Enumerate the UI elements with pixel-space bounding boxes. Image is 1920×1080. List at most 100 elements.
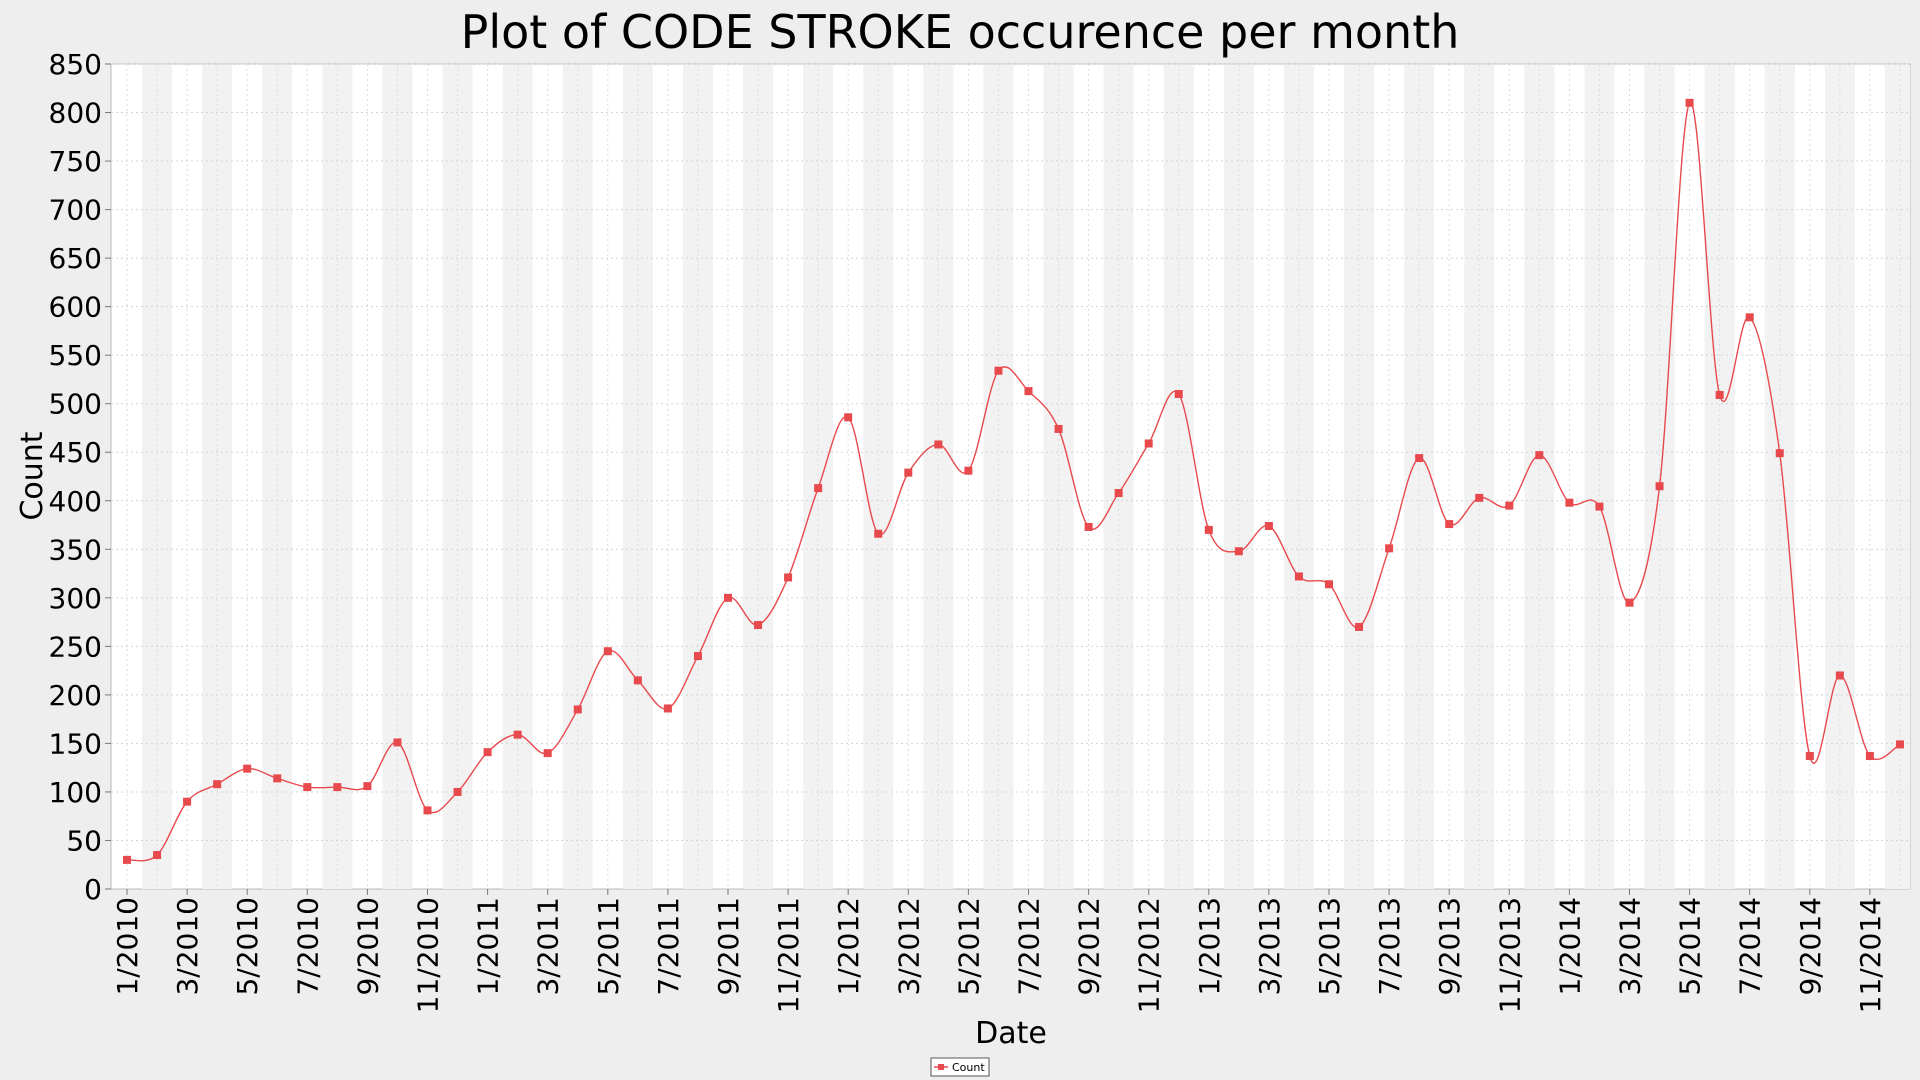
month-band xyxy=(502,65,533,889)
month-band xyxy=(1884,65,1910,889)
legend-marker xyxy=(938,1064,944,1070)
data-point xyxy=(1715,390,1724,399)
data-point xyxy=(1595,502,1604,511)
data-point xyxy=(1775,449,1784,458)
data-point xyxy=(333,783,342,792)
x-tick-label: 5/2013 xyxy=(1313,897,1346,996)
x-tick-label: 5/2011 xyxy=(592,897,625,996)
data-point xyxy=(513,730,522,739)
legend-box xyxy=(930,1057,990,1077)
data-point xyxy=(1234,547,1243,556)
month-band xyxy=(682,65,713,889)
data-point xyxy=(423,806,432,815)
x-tick-label: 11/2013 xyxy=(1493,897,1526,1013)
data-point xyxy=(1174,390,1183,398)
month-band xyxy=(262,65,293,889)
data-point xyxy=(874,529,883,538)
data-point xyxy=(573,705,582,714)
y-tick-label: 100 xyxy=(49,776,102,809)
data-point xyxy=(1625,598,1634,607)
x-tick-label: 1/2011 xyxy=(472,897,505,996)
x-tick-label: 9/2011 xyxy=(712,897,745,996)
month-band xyxy=(622,65,653,889)
x-tick-label: 1/2013 xyxy=(1193,897,1226,996)
month-band xyxy=(1043,65,1074,889)
x-tick-label: 9/2014 xyxy=(1794,897,1827,996)
data-point xyxy=(1385,544,1394,553)
data-point xyxy=(1204,525,1213,534)
x-axis-ticks: 1/2010 3/2010 5/2010 7/2010 9/2010 11/2010 1/2… xyxy=(111,889,1887,1013)
x-tick-label: 11/2010 xyxy=(412,897,445,1013)
month-band xyxy=(803,65,834,889)
data-point xyxy=(453,787,462,796)
data-point xyxy=(1264,522,1273,530)
data-point xyxy=(123,855,131,864)
month-band xyxy=(1704,65,1735,889)
data-point xyxy=(213,780,222,789)
month-band xyxy=(863,65,894,889)
data-point xyxy=(1415,454,1424,463)
data-point xyxy=(543,749,552,758)
x-tick-label: 11/2011 xyxy=(772,897,805,1013)
y-tick-label: 200 xyxy=(49,679,102,712)
x-tick-label: 7/2014 xyxy=(1734,897,1767,996)
y-axis-ticks: 0 50 100 150 200 250 300 350 400 450 500 550 600 650 7… xyxy=(49,48,111,906)
month-band xyxy=(1283,65,1314,889)
data-point xyxy=(934,440,943,449)
data-point xyxy=(183,797,192,806)
data-point xyxy=(273,774,282,783)
data-point xyxy=(1745,313,1754,322)
data-point xyxy=(904,468,913,477)
month-band xyxy=(1824,65,1855,889)
month-band xyxy=(562,65,593,889)
data-point xyxy=(754,621,763,629)
y-tick-label: 300 xyxy=(49,582,102,615)
data-point xyxy=(784,573,793,582)
data-point xyxy=(844,413,853,422)
data-point xyxy=(1655,482,1664,491)
data-point xyxy=(1805,752,1814,761)
data-point xyxy=(1835,671,1844,680)
data-point xyxy=(1895,740,1904,749)
y-tick-label: 600 xyxy=(49,291,102,324)
x-tick-label: 11/2012 xyxy=(1133,897,1166,1013)
month-band xyxy=(983,65,1014,889)
month-band xyxy=(142,65,173,889)
x-tick-label: 7/2011 xyxy=(652,897,685,996)
x-tick-label: 3/2011 xyxy=(532,897,565,996)
x-tick-label: 7/2010 xyxy=(291,897,324,996)
data-point xyxy=(994,366,1003,375)
month-band xyxy=(1764,65,1795,889)
y-tick-label: 50 xyxy=(66,824,102,857)
legend-label: Count xyxy=(952,1061,985,1074)
x-tick-label: 9/2010 xyxy=(351,897,384,996)
data-point xyxy=(693,652,702,661)
data-point xyxy=(363,782,372,791)
data-point xyxy=(303,783,312,792)
x-tick-label: 7/2012 xyxy=(1013,897,1046,996)
y-tick-label: 750 xyxy=(49,145,102,178)
x-tick-label: 5/2012 xyxy=(952,897,985,996)
data-point xyxy=(1535,451,1544,460)
data-point xyxy=(814,484,823,493)
x-tick-label: 3/2014 xyxy=(1614,897,1647,996)
x-tick-label: 1/2012 xyxy=(832,897,865,996)
month-band xyxy=(1223,65,1254,889)
y-tick-label: 500 xyxy=(49,388,102,421)
legend: Count xyxy=(930,1057,990,1077)
month-band xyxy=(923,65,954,889)
month-band xyxy=(322,65,353,889)
x-tick-label: 1/2014 xyxy=(1553,897,1586,996)
x-axis-label: Date xyxy=(975,1016,1047,1051)
x-tick-label: 1/2010 xyxy=(111,897,144,996)
month-band xyxy=(1524,65,1555,889)
chart-title: Plot of CODE STROKE occurence per month xyxy=(461,5,1460,59)
x-tick-label: 3/2010 xyxy=(171,897,204,996)
data-point xyxy=(603,647,612,656)
data-point xyxy=(964,466,973,475)
month-band xyxy=(1584,65,1615,889)
data-point xyxy=(724,593,732,602)
data-point xyxy=(483,748,492,757)
x-tick-label: 3/2013 xyxy=(1253,897,1286,996)
